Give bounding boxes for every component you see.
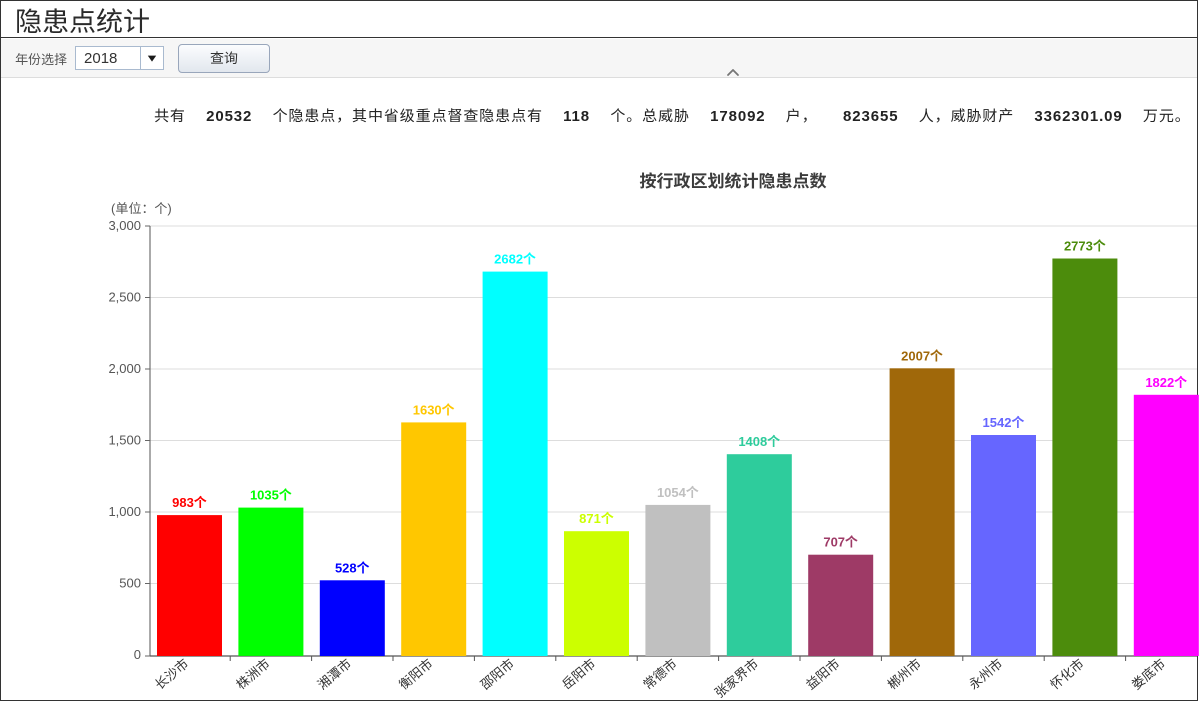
svg-text:2682个: 2682个: [494, 252, 536, 267]
svg-text:岳阳市: 岳阳市: [559, 656, 599, 693]
svg-text:湘潭市: 湘潭市: [315, 656, 355, 693]
svg-text:永州市: 永州市: [966, 656, 1006, 693]
svg-text:0: 0: [134, 647, 141, 662]
svg-text:983个: 983个: [172, 495, 207, 510]
svg-text:1542个: 1542个: [983, 415, 1025, 430]
svg-text:871个: 871个: [579, 511, 614, 526]
svg-text:1054个: 1054个: [657, 485, 699, 500]
svg-text:衡阳市: 衡阳市: [396, 656, 436, 693]
svg-text:500: 500: [119, 576, 141, 591]
svg-text:益阳市: 益阳市: [803, 656, 843, 693]
svg-text:1035个: 1035个: [250, 488, 292, 503]
svg-text:1,000: 1,000: [108, 504, 141, 519]
svg-text:长沙市: 长沙市: [152, 656, 192, 693]
svg-text:707个: 707个: [823, 535, 858, 550]
svg-text:娄底市: 娄底市: [1129, 656, 1169, 693]
svg-text:株洲市: 株洲市: [233, 656, 273, 693]
svg-text:1408个: 1408个: [738, 434, 780, 449]
svg-text:怀化市: 怀化市: [1047, 656, 1087, 693]
svg-text:2007个: 2007个: [901, 348, 943, 363]
svg-text:1822个: 1822个: [1145, 375, 1187, 390]
svg-text:常德市: 常德市: [640, 656, 680, 693]
svg-text:张家界市: 张家界市: [712, 656, 761, 701]
svg-text:2773个: 2773个: [1064, 239, 1106, 254]
svg-text:2,500: 2,500: [108, 290, 141, 305]
svg-text:1630个: 1630个: [413, 402, 455, 417]
svg-text:1,500: 1,500: [108, 433, 141, 448]
svg-text:3,000: 3,000: [108, 218, 141, 233]
svg-text:郴州市: 郴州市: [884, 656, 924, 693]
svg-text:528个: 528个: [335, 560, 370, 575]
svg-text:2,000: 2,000: [108, 361, 141, 376]
svg-text:邵阳市: 邵阳市: [477, 656, 517, 693]
